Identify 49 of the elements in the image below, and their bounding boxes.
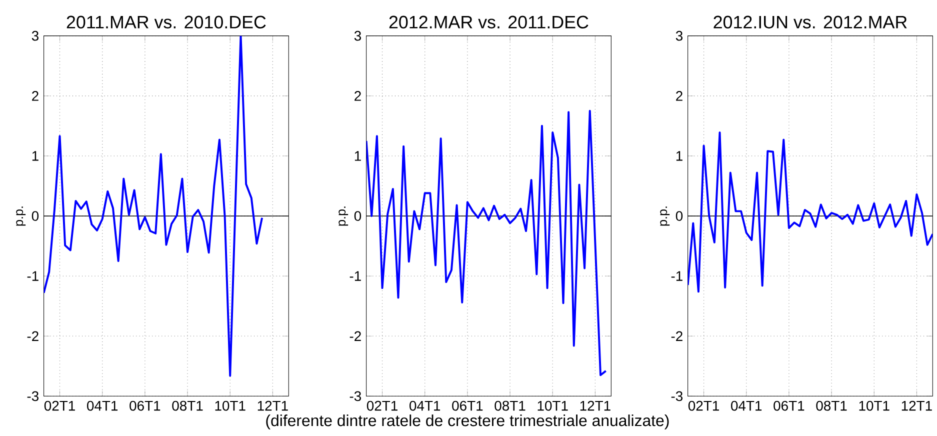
y-tick-label: -1 — [671, 271, 682, 281]
x-tick-label: 02T1 — [44, 400, 75, 411]
y-axis-title: p.p. — [338, 206, 348, 226]
y-tick-label: -2 — [350, 331, 361, 341]
y-tick-label: 1 — [676, 151, 682, 161]
x-tick-label: 08T1 — [816, 400, 847, 411]
line-series — [688, 132, 933, 293]
y-tick-label: 0 — [354, 211, 362, 221]
y-tick-label: 2 — [32, 91, 38, 101]
y-tick-label: 3 — [676, 30, 683, 41]
y-tick-label: -1 — [27, 271, 38, 281]
y-tick-label: 2 — [354, 91, 361, 101]
y-tick-label: 1 — [32, 151, 38, 161]
y-tick-label: -3 — [27, 391, 38, 402]
y-tick-label: -3 — [350, 391, 361, 402]
x-tick-label: 08T1 — [494, 400, 526, 411]
y-tick-label: 2 — [676, 91, 682, 101]
x-tick-label: 10T1 — [538, 400, 568, 411]
x-tick-label: 04T1 — [731, 400, 762, 411]
x-tick-label: 04T1 — [87, 400, 118, 411]
line-series — [366, 110, 607, 376]
x-axis-title: (diferente dintre ratele de crestere trimestriale anualizate) — [266, 414, 669, 430]
chart-title: 2011.MAR vs. 2010.DEC — [66, 16, 266, 28]
line-series — [44, 36, 264, 377]
x-tick-label: 12T1 — [580, 400, 610, 411]
x-tick-label: 12T1 — [258, 400, 288, 411]
x-tick-label: 08T1 — [172, 400, 203, 411]
x-tick-label: 10T1 — [215, 400, 246, 411]
x-tick-label: 10T1 — [859, 400, 890, 411]
chart-title: 2012.MAR vs. 2011.DEC — [389, 16, 588, 28]
y-tick-label: 0 — [676, 211, 683, 221]
x-tick-label: 02T1 — [366, 400, 398, 411]
chart-title: 2012.IUN vs. 2012.MAR — [714, 16, 907, 28]
y-tick-label: -1 — [350, 271, 361, 281]
x-tick-label: 06T1 — [774, 400, 804, 411]
y-tick-label: 3 — [354, 30, 361, 41]
y-tick-label: 1 — [354, 151, 361, 161]
y-axis-title: p.p. — [16, 206, 26, 226]
y-tick-label: -2 — [671, 331, 682, 341]
x-tick-label: 12T1 — [902, 400, 932, 411]
x-tick-label: 02T1 — [688, 400, 719, 411]
x-tick-label: 06T1 — [130, 400, 160, 411]
y-tick-label: 0 — [32, 211, 39, 221]
y-tick-label: 3 — [32, 30, 38, 41]
x-tick-label: 06T1 — [452, 400, 483, 411]
y-tick-label: -3 — [671, 391, 683, 402]
y-axis-title: p.p. — [660, 206, 670, 226]
y-tick-label: -2 — [27, 331, 38, 341]
x-tick-label: 04T1 — [410, 400, 440, 411]
